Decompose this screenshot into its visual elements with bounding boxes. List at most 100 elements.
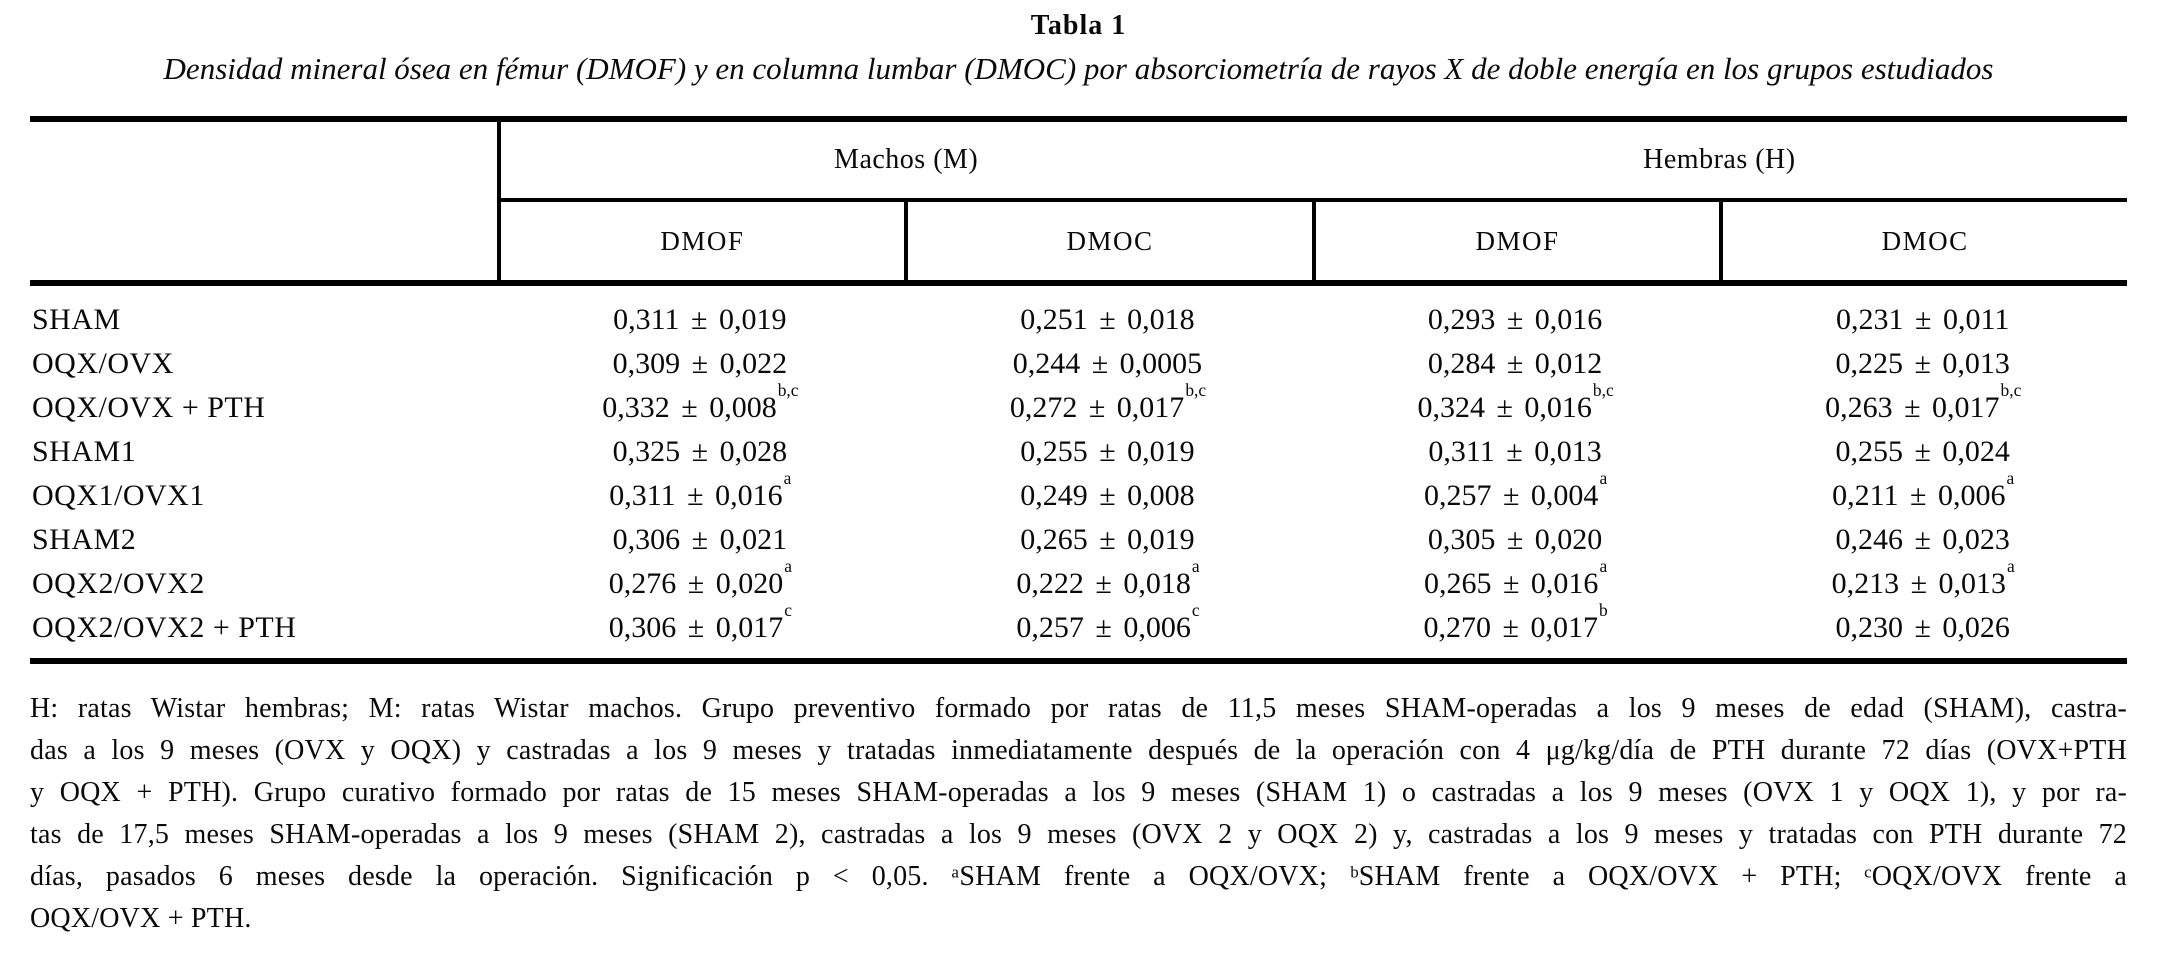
footnote-line: y OQX + PTH). Grupo curativo formado por… <box>30 777 2127 808</box>
table-row: SHAM2 0,306 ± 0,021 0,265 ± 0,019 0,305 … <box>30 518 2127 562</box>
stub-cell <box>30 122 497 198</box>
value-superscript: a <box>2007 556 2015 577</box>
group-header-hembras: Hembras (H) <box>1311 122 2127 202</box>
table-row: OQX2/OVX2 0,276 ± 0,020a 0,222 ± 0,018a … <box>30 558 2127 606</box>
table-footnote: H: ratas Wistar hembras; M: ratas Wistar… <box>30 688 2127 940</box>
group-header-row: Machos (M) Hembras (H) <box>30 122 2127 202</box>
value-text: 0,272 ± 0,017 <box>1009 391 1185 424</box>
value-text: 0,255 ± 0,019 <box>1020 435 1195 468</box>
row-label: SHAM1 <box>32 435 137 468</box>
value-text: 0,225 ± 0,013 <box>1835 347 2010 380</box>
value-cell: 0,230 ± 0,026 <box>1719 606 2127 650</box>
value-cell: 0,276 ± 0,020a <box>497 558 905 606</box>
table-row: OQX2/OVX2 + PTH 0,306 ± 0,017c 0,257 ± 0… <box>30 602 2127 650</box>
value-text: 0,325 ± 0,028 <box>612 435 788 468</box>
value-superscript: a <box>2006 468 2015 489</box>
value-superscript: a <box>783 468 792 489</box>
value-superscript: c <box>784 600 792 621</box>
value-cell: 0,257 ± 0,006c <box>904 602 1312 650</box>
value-text: 0,324 ± 0,016 <box>1417 391 1592 424</box>
value-text: 0,251 ± 0,018 <box>1020 303 1195 336</box>
value-cell: 0,305 ± 0,020 <box>1312 518 1720 562</box>
value-cell: 0,231 ± 0,011 <box>1719 298 2127 342</box>
footnote-line: días, pasados 6 meses desde la operación… <box>30 861 2127 892</box>
value-text: 0,311 ± 0,019 <box>613 303 787 336</box>
footnote-line: tas de 17,5 meses SHAM-operadas a los 9 … <box>30 819 2127 850</box>
footnote-line: das a los 9 meses (OVX y OQX) y castrada… <box>30 735 2127 766</box>
value-cell: 0,249 ± 0,008 <box>904 474 1312 518</box>
table-row: SHAM1 0,325 ± 0,028 0,255 ± 0,019 0,311 … <box>30 430 2127 474</box>
value-cell: 0,311 ± 0,016a <box>497 470 905 518</box>
column-header-dmof-machos: DMOF <box>496 202 905 280</box>
value-cell: 0,255 ± 0,024 <box>1719 430 2127 474</box>
column-header-dmoc-machos: DMOC <box>904 202 1312 280</box>
value-text: 0,276 ± 0,020 <box>608 567 784 600</box>
value-text: 0,257 ± 0,004 <box>1423 479 1599 512</box>
row-label: OQX1/OVX1 <box>32 479 205 512</box>
value-cell: 0,263 ± 0,017b,c <box>1719 382 2127 430</box>
value-cell: 0,272 ± 0,017b,c <box>904 382 1312 430</box>
value-text: 0,305 ± 0,020 <box>1427 523 1603 556</box>
table-title: Tabla 1 <box>1030 10 1127 41</box>
value-cell: 0,213 ± 0,013a <box>1719 558 2127 606</box>
value-text: 0,231 ± 0,011 <box>1836 303 2010 336</box>
value-text: 0,263 ± 0,017 <box>1825 391 2000 424</box>
value-text: 0,270 ± 0,017 <box>1423 611 1598 644</box>
value-text: 0,311 ± 0,013 <box>1428 435 1602 468</box>
value-superscript: b,c <box>1592 380 1614 401</box>
table-body: SHAM 0,311 ± 0,019 0,251 ± 0,018 0,293 ±… <box>30 286 2127 664</box>
value-cell: 0,325 ± 0,028 <box>497 430 905 474</box>
table-subtitle: Densidad mineral ósea en fémur (DMOF) y … <box>163 51 1994 86</box>
value-text: 0,309 ± 0,022 <box>612 347 788 380</box>
value-superscript: b,c <box>2000 380 2022 401</box>
value-cell: 0,332 ± 0,008b,c <box>497 382 905 430</box>
value-cell: 0,257 ± 0,004a <box>1312 470 1720 518</box>
value-text: 0,249 ± 0,008 <box>1020 479 1195 512</box>
value-cell: 0,211 ± 0,006a <box>1719 470 2127 518</box>
group-header-machos: Machos (M) <box>496 122 1312 202</box>
value-cell: 0,324 ± 0,016b,c <box>1312 382 1720 430</box>
table-row: OQX/OVX 0,309 ± 0,022 0,244 ± 0,0005 0,2… <box>30 342 2127 386</box>
column-header-row: DMOF DMOC DMOF DMOC <box>30 202 2127 286</box>
value-cell: 0,293 ± 0,016 <box>1312 298 1720 342</box>
value-superscript: a <box>1191 556 1200 577</box>
value-text: 0,332 ± 0,008 <box>602 391 777 424</box>
row-label: OQX2/OVX2 + PTH <box>32 611 297 644</box>
value-text: 0,293 ± 0,016 <box>1427 303 1603 336</box>
value-text: 0,265 ± 0,016 <box>1423 567 1599 600</box>
value-text: 0,211 ± 0,006 <box>1832 479 2006 512</box>
value-text: 0,230 ± 0,026 <box>1835 611 2010 644</box>
table-row: SHAM 0,311 ± 0,019 0,251 ± 0,018 0,293 ±… <box>30 298 2127 342</box>
data-table: Machos (M) Hembras (H) DMOF DMOC DMOF DM… <box>30 116 2127 664</box>
value-cell: 0,311 ± 0,013 <box>1312 430 1720 474</box>
value-cell: 0,255 ± 0,019 <box>904 430 1312 474</box>
value-cell: 0,225 ± 0,013 <box>1719 342 2127 386</box>
value-superscript: b,c <box>777 380 799 401</box>
value-superscript: a <box>784 556 792 577</box>
value-superscript: c <box>1191 600 1200 621</box>
stub-cell <box>30 202 497 280</box>
value-superscript: b,c <box>1185 380 1207 401</box>
value-text: 0,265 ± 0,019 <box>1020 523 1195 556</box>
column-header-dmoc-hembras: DMOC <box>1719 202 2127 280</box>
table-row: OQX1/OVX1 0,311 ± 0,016a 0,249 ± 0,008 0… <box>30 470 2127 518</box>
value-text: 0,284 ± 0,012 <box>1427 347 1603 380</box>
document-page: Tabla 1 Densidad mineral ósea en fémur (… <box>0 10 2157 940</box>
value-cell: 0,265 ± 0,016a <box>1312 558 1720 606</box>
value-cell: 0,265 ± 0,019 <box>904 518 1312 562</box>
value-cell: 0,251 ± 0,018 <box>904 298 1312 342</box>
column-header-dmof-hembras: DMOF <box>1311 202 1720 280</box>
value-text: 0,244 ± 0,0005 <box>1012 347 1203 380</box>
row-label: SHAM <box>32 303 121 336</box>
value-cell: 0,311 ± 0,019 <box>497 298 905 342</box>
value-text: 0,255 ± 0,024 <box>1835 435 2010 468</box>
value-cell: 0,306 ± 0,017c <box>497 602 905 650</box>
table-row: OQX/OVX + PTH 0,332 ± 0,008b,c 0,272 ± 0… <box>30 382 2127 430</box>
value-superscript: b <box>1598 600 1608 621</box>
value-cell: 0,270 ± 0,017b <box>1312 602 1720 650</box>
value-text: 0,257 ± 0,006 <box>1016 611 1191 644</box>
footnote-line: OQX/OVX + PTH. <box>30 903 252 934</box>
value-superscript: a <box>1599 468 1608 489</box>
row-label: OQX/OVX <box>32 347 174 380</box>
value-text: 0,246 ± 0,023 <box>1835 523 2010 556</box>
